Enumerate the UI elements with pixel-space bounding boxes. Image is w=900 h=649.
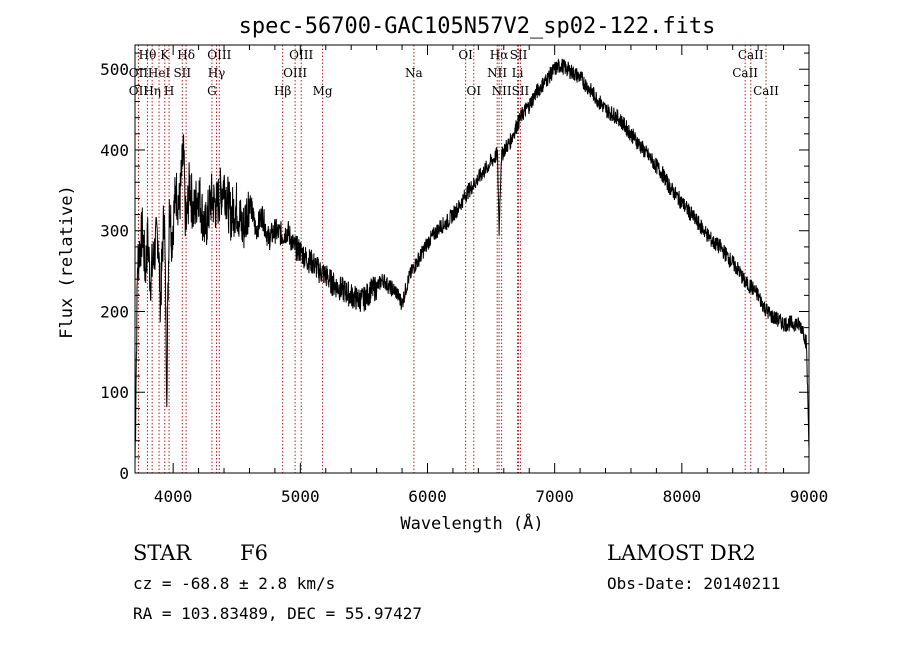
spectral-line-label: Mg [313,84,333,98]
spectral-line-labels: OIIHθOIIHeIHηKHSIIHδGHγOIIIHβOIIIOIIIMgN… [129,48,779,98]
y-tick-label: 200 [100,302,129,321]
chart-title: spec-56700-GAC105N57V2_sp02-122.fits [239,14,716,39]
spectral-line-label: OII [129,84,149,98]
spectral-line-label: G [207,84,217,98]
spectral-line-label: H [164,84,174,98]
y-axis: 0 100 200 300 400 500 [100,52,809,483]
x-tick-label: 4000 [154,487,193,506]
star-subclass: F6 [240,541,268,565]
y-tick-label: 100 [100,383,129,402]
spectral-line-label: SII [510,48,528,62]
spectral-line-label: SII [512,84,530,98]
spectral-line-label: OII [129,66,149,80]
x-tick-label: 7000 [535,487,574,506]
spectral-line-label: NII [487,66,507,80]
spectral-line-label: CaII [732,66,758,80]
spectral-line-markers [137,45,767,473]
y-axis-label: Flux (relative) [57,185,77,339]
plot-frame [134,44,810,474]
spectral-line-label: Hα [490,48,509,62]
spectral-line-label: OI [466,84,481,98]
x-tick-label: 5000 [281,487,320,506]
spectral-line-label: NII [492,84,512,98]
spectral-line-label: OI [458,48,473,62]
spectral-line-label: OIII [289,48,313,62]
flux-series-line [134,58,810,466]
spectral-line-label: Hβ [274,84,291,98]
spectral-line-label: Hθ [139,48,157,62]
x-tick-label: 8000 [663,487,702,506]
spectral-line-label: K [160,48,170,62]
obs-date: Obs-Date: 20140211 [607,574,780,593]
spectral-line-label: Hη [143,84,161,98]
x-tick-label: 6000 [408,487,447,506]
spectral-line-label: HeI [148,66,171,80]
x-tick-label: 9000 [790,487,829,506]
spectral-line-label: OIII [207,48,231,62]
y-tick-label: 0 [119,464,129,483]
coordinates-text: RA = 103.83489, DEC = 55.97427 [133,604,422,623]
star-class: STAR [133,541,192,565]
y-tick-label: 300 [100,222,129,241]
spectral-line-label: CaII [753,84,779,98]
survey-name: LAMOST DR2 [607,541,756,565]
spectral-line-label: CaII [738,48,764,62]
spectral-line-label: OIII [283,66,307,80]
y-tick-label: 500 [100,60,129,79]
velocity-text: cz = -68.8 ± 2.8 km/s [133,574,335,593]
spectral-line-label: Hδ [177,48,195,62]
spectral-line-label: Na [405,66,423,80]
spectral-line-label: SII [173,66,191,80]
spectral-line-label: Li [512,66,524,80]
y-tick-label: 400 [100,141,129,160]
x-axis-label: Wavelength (Å) [400,512,543,534]
x-axis: 4000 5000 6000 7000 8000 9000 [154,45,828,506]
spectral-line-label: Hγ [208,66,226,80]
